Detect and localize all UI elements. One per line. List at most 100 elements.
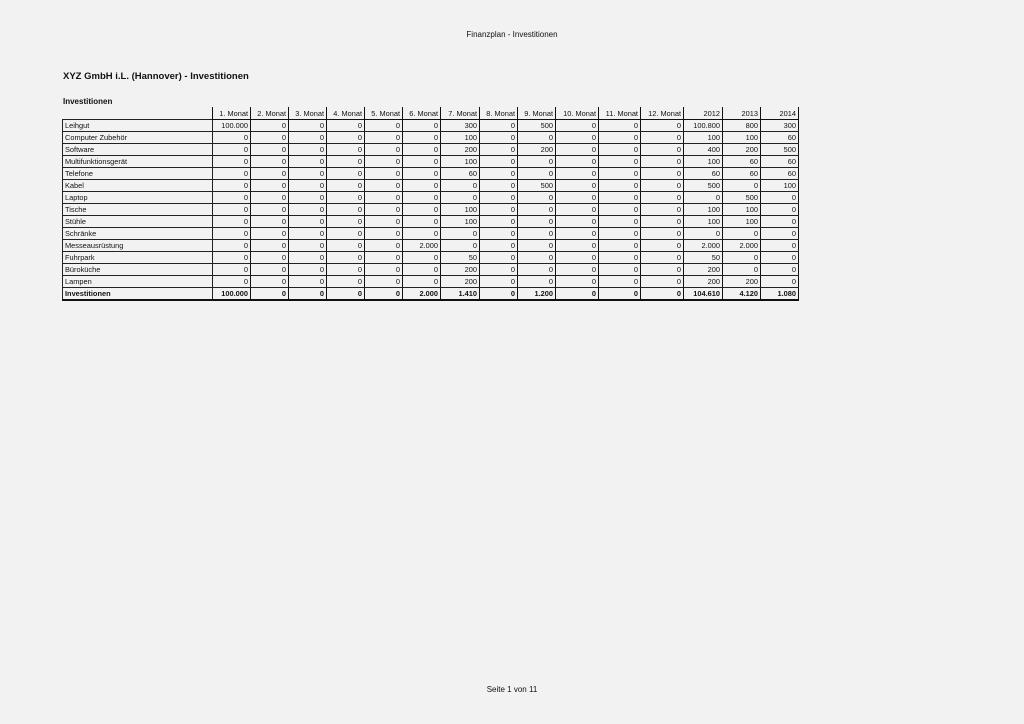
table-row: Software 0 0 0 0 0 0 200 0 200 0 0 0 400 200 500 xyxy=(62,143,799,156)
row-label: Software xyxy=(62,143,213,156)
cell-value: 100 xyxy=(440,215,480,228)
cell-value: 2.000 xyxy=(722,239,761,252)
cell-value: 0 xyxy=(555,191,599,204)
cell-value: 0 xyxy=(402,179,441,192)
cell-value: 0 xyxy=(640,227,684,240)
cell-value: 0 xyxy=(250,131,289,144)
cell-value: 0 xyxy=(212,167,251,180)
cell-value: 0 xyxy=(212,155,251,168)
cell-value: 0 xyxy=(402,119,441,132)
cell-value: 0 xyxy=(212,203,251,216)
table-row: Leihgut 100.000 0 0 0 0 0 300 0 500 0 0 0 100.800 800 3… xyxy=(62,119,799,132)
total-value: 0 xyxy=(250,287,289,301)
cell-value: 0 xyxy=(364,143,403,156)
cell-value: 0 xyxy=(402,263,441,276)
cell-value: 0 xyxy=(517,263,556,276)
cell-value: 0 xyxy=(402,275,441,288)
cell-value: 0 xyxy=(212,191,251,204)
cell-value: 0 xyxy=(402,215,441,228)
cell-value: 100 xyxy=(722,131,761,144)
cell-value: 0 xyxy=(212,227,251,240)
cell-value: 0 xyxy=(555,215,599,228)
cell-value: 0 xyxy=(598,251,641,264)
cell-value: 0 xyxy=(326,239,365,252)
table-row: Lampen 0 0 0 0 0 0 200 0 0 0 0 0 200 200 0 xyxy=(62,275,799,288)
cell-value: 0 xyxy=(364,215,403,228)
cell-value: 0 xyxy=(760,227,799,240)
cell-value: 0 xyxy=(598,203,641,216)
cell-value: 0 xyxy=(640,191,684,204)
row-label: Laptop xyxy=(62,191,213,204)
cell-value: 0 xyxy=(288,239,327,252)
cell-value: 0 xyxy=(402,131,441,144)
cell-value: 0 xyxy=(212,239,251,252)
total-value: 104.610 xyxy=(683,287,723,301)
cell-value: 0 xyxy=(555,155,599,168)
cell-value: 0 xyxy=(288,263,327,276)
cell-value: 500 xyxy=(517,119,556,132)
row-label: Multifunktionsgerät xyxy=(62,155,213,168)
column-header: 2012 xyxy=(683,107,723,120)
table-row: Stühle 0 0 0 0 0 0 100 0 0 0 0 0 100 100 0 xyxy=(62,215,799,228)
cell-value: 0 xyxy=(250,143,289,156)
cell-value: 0 xyxy=(402,191,441,204)
cell-value: 0 xyxy=(364,227,403,240)
cell-value: 0 xyxy=(760,191,799,204)
cell-value: 0 xyxy=(598,131,641,144)
column-header: 2014 xyxy=(760,107,799,120)
cell-value: 0 xyxy=(364,239,403,252)
cell-value: 0 xyxy=(440,191,480,204)
column-header: 6. Monat xyxy=(402,107,441,120)
cell-value: 200 xyxy=(517,143,556,156)
cell-value: 0 xyxy=(440,179,480,192)
cell-value: 0 xyxy=(212,143,251,156)
cell-value: 100 xyxy=(722,215,761,228)
cell-value: 0 xyxy=(555,203,599,216)
cell-value: 60 xyxy=(760,155,799,168)
total-value: 0 xyxy=(364,287,403,301)
cell-value: 0 xyxy=(555,167,599,180)
cell-value: 0 xyxy=(598,275,641,288)
cell-value: 0 xyxy=(479,179,518,192)
total-value: 100.000 xyxy=(212,287,251,301)
cell-value: 0 xyxy=(402,143,441,156)
cell-value: 0 xyxy=(598,263,641,276)
cell-value: 0 xyxy=(760,251,799,264)
cell-value: 0 xyxy=(517,131,556,144)
document-title: XYZ GmbH i.L. (Hannover) - Investitionen xyxy=(63,71,249,82)
cell-value: 0 xyxy=(326,251,365,264)
cell-value: 0 xyxy=(288,119,327,132)
cell-value: 0 xyxy=(722,179,761,192)
cell-value: 0 xyxy=(598,191,641,204)
cell-value: 0 xyxy=(517,251,556,264)
cell-value: 50 xyxy=(683,251,723,264)
cell-value: 200 xyxy=(683,263,723,276)
cell-value: 0 xyxy=(364,191,403,204)
cell-value: 0 xyxy=(212,179,251,192)
cell-value: 0 xyxy=(288,143,327,156)
total-value: 2.000 xyxy=(402,287,441,301)
row-label: Messeausrüstung xyxy=(62,239,213,252)
cell-value: 0 xyxy=(364,167,403,180)
cell-value: 0 xyxy=(440,239,480,252)
cell-value: 0 xyxy=(250,215,289,228)
cell-value: 0 xyxy=(326,275,365,288)
total-value: 0 xyxy=(479,287,518,301)
cell-value: 0 xyxy=(760,263,799,276)
cell-value: 0 xyxy=(326,143,365,156)
cell-value: 0 xyxy=(640,251,684,264)
cell-value: 0 xyxy=(364,119,403,132)
column-header: 2. Monat xyxy=(250,107,289,120)
cell-value: 0 xyxy=(212,131,251,144)
cell-value: 0 xyxy=(326,131,365,144)
cell-value: 50 xyxy=(440,251,480,264)
cell-value: 60 xyxy=(440,167,480,180)
cell-value: 0 xyxy=(598,119,641,132)
cell-value: 0 xyxy=(517,203,556,216)
cell-value: 0 xyxy=(212,215,251,228)
cell-value: 0 xyxy=(640,179,684,192)
cell-value: 0 xyxy=(326,215,365,228)
cell-value: 0 xyxy=(288,275,327,288)
column-header: 9. Monat xyxy=(517,107,556,120)
cell-value: 0 xyxy=(683,227,723,240)
